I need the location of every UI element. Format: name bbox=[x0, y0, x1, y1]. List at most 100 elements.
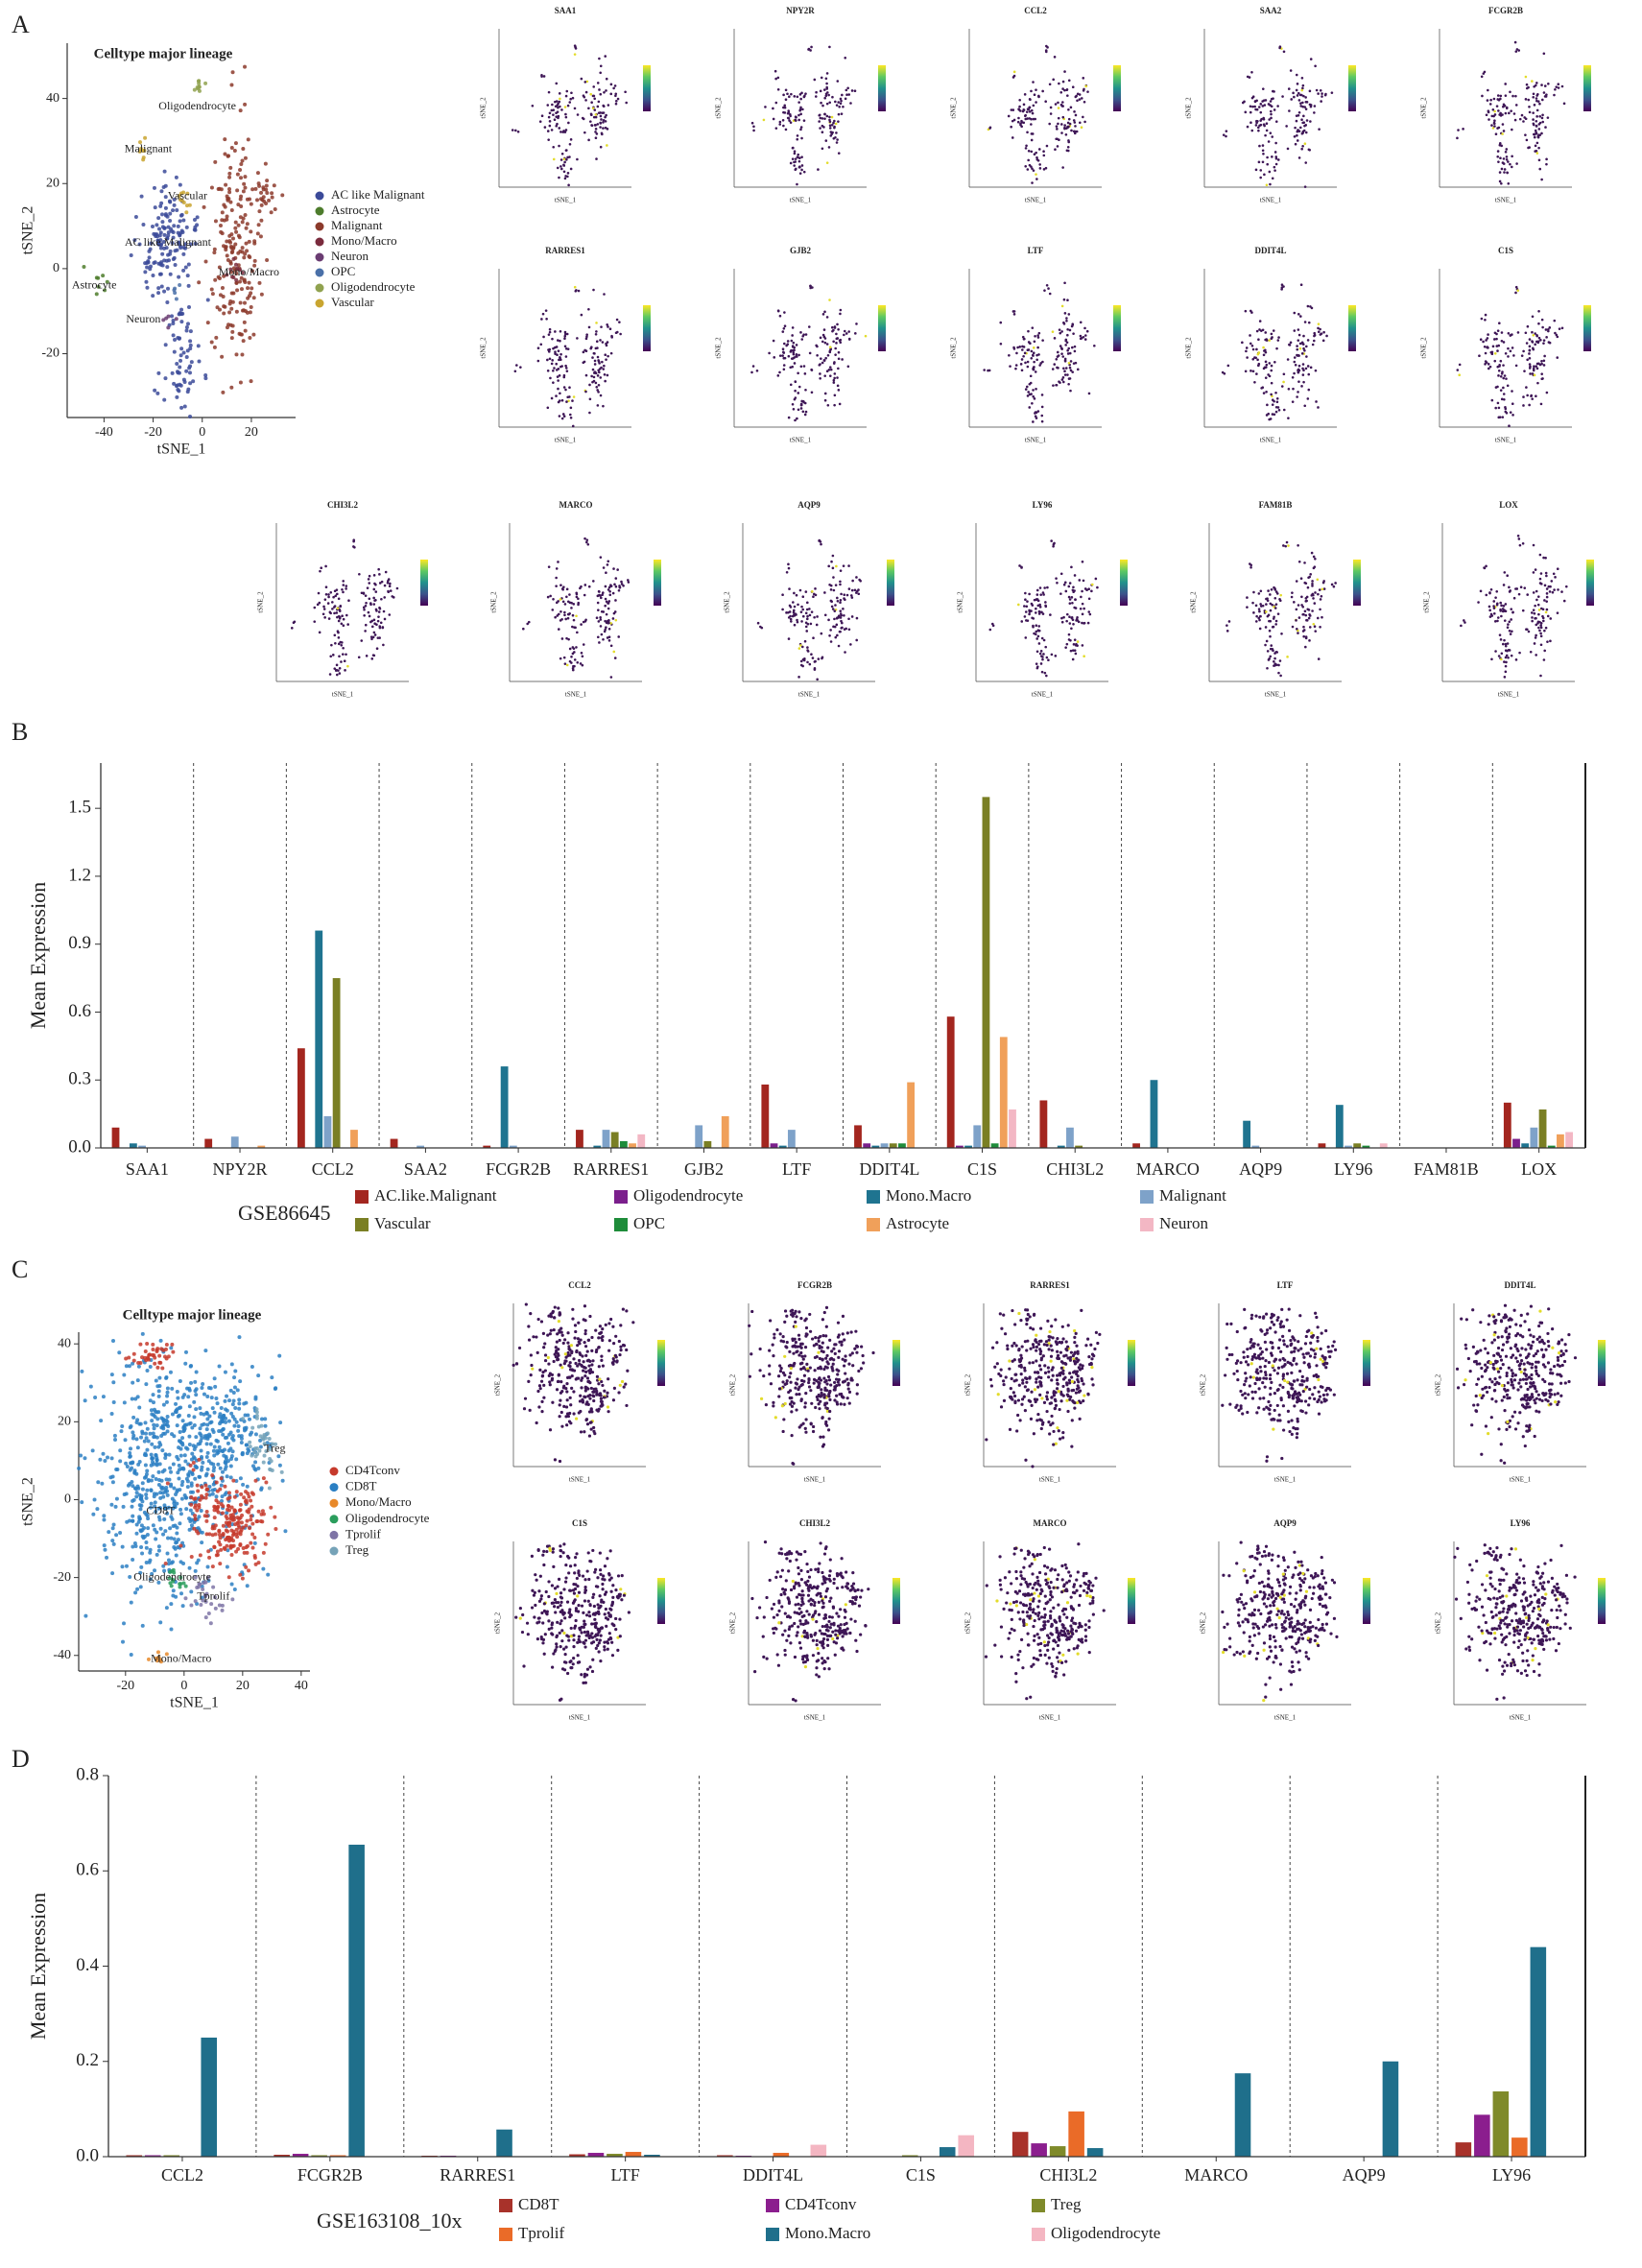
cell-point bbox=[605, 113, 607, 117]
cell-point bbox=[1078, 121, 1082, 125]
cell-point bbox=[1039, 362, 1042, 365]
cell-point bbox=[1076, 368, 1080, 371]
cell-point bbox=[151, 1393, 155, 1397]
cell-point bbox=[776, 76, 780, 80]
cell-point bbox=[1496, 401, 1500, 405]
cell-point bbox=[1059, 331, 1062, 335]
cell-point bbox=[1511, 128, 1513, 131]
cell-point bbox=[1023, 605, 1026, 608]
cell-point bbox=[1526, 358, 1529, 362]
cell-point bbox=[802, 365, 806, 368]
cell-point bbox=[1250, 129, 1254, 132]
cell-point bbox=[858, 578, 861, 582]
cell-point bbox=[204, 1471, 209, 1476]
cell-point bbox=[596, 82, 600, 84]
cell-point bbox=[1266, 597, 1269, 600]
cell-point bbox=[1293, 311, 1297, 315]
cell-point bbox=[205, 1467, 210, 1471]
cell-point bbox=[1523, 586, 1527, 589]
cell-point bbox=[511, 129, 514, 131]
feature-title: DDIT4L bbox=[1254, 246, 1286, 255]
cell-point bbox=[832, 588, 836, 592]
cell-point bbox=[1056, 366, 1059, 370]
bar bbox=[703, 1140, 712, 1148]
cell-point bbox=[161, 1402, 166, 1407]
cell-point bbox=[828, 346, 832, 349]
cell-point bbox=[144, 1436, 149, 1441]
cell-point bbox=[200, 1465, 204, 1469]
cell-point bbox=[1024, 610, 1028, 613]
cell-point bbox=[555, 362, 559, 366]
cell-point bbox=[783, 104, 787, 107]
cell-point bbox=[1261, 87, 1265, 90]
cell-point bbox=[183, 1361, 188, 1366]
cell-point bbox=[1299, 102, 1302, 105]
x-axis-label: tSNE_1 bbox=[1495, 437, 1517, 444]
y-axis-label: tSNE_2 bbox=[1420, 337, 1428, 359]
cell-point bbox=[209, 340, 214, 345]
cell-point bbox=[1510, 618, 1512, 621]
cell-point bbox=[120, 1544, 125, 1549]
cell-point bbox=[1302, 334, 1305, 338]
cell-point bbox=[230, 250, 235, 254]
cell-point bbox=[378, 573, 381, 576]
cell-point bbox=[189, 360, 194, 365]
cell-point bbox=[95, 1507, 100, 1512]
cell-point bbox=[129, 1446, 133, 1451]
cell-point bbox=[789, 366, 793, 370]
cell-point bbox=[1258, 144, 1261, 148]
cell-point bbox=[602, 368, 606, 370]
cell-point bbox=[220, 285, 225, 290]
cell-point bbox=[1266, 666, 1269, 670]
cell-point bbox=[622, 584, 625, 587]
cell-point bbox=[154, 1477, 158, 1482]
cell-point bbox=[604, 604, 607, 608]
colorbar bbox=[1583, 305, 1591, 351]
cell-point bbox=[1296, 395, 1298, 398]
cell-point bbox=[122, 1400, 127, 1405]
cell-point bbox=[833, 609, 837, 612]
bar bbox=[637, 1134, 646, 1148]
cell-point bbox=[1489, 98, 1492, 102]
cell-point bbox=[124, 1461, 129, 1466]
cell-point bbox=[1528, 105, 1531, 108]
colorbar bbox=[887, 560, 894, 606]
cell-point bbox=[1061, 376, 1065, 379]
cell-point bbox=[837, 367, 840, 370]
cell-point bbox=[212, 1516, 217, 1520]
cell-point bbox=[118, 1459, 123, 1464]
cell-point bbox=[1082, 89, 1085, 92]
cell-point bbox=[232, 1508, 237, 1513]
cell-point bbox=[368, 574, 371, 578]
bar bbox=[1132, 1143, 1140, 1148]
cell-point bbox=[1073, 131, 1077, 135]
cell-point bbox=[820, 542, 822, 546]
cell-point bbox=[572, 395, 576, 398]
cell-point bbox=[231, 1438, 236, 1443]
cell-point bbox=[1523, 370, 1526, 372]
cell-point bbox=[829, 640, 833, 643]
cell-point bbox=[791, 334, 794, 337]
cell-point bbox=[1258, 328, 1261, 331]
cell-point bbox=[1535, 152, 1539, 155]
cell-point bbox=[1061, 101, 1064, 104]
cell-point bbox=[560, 637, 564, 640]
cell-point bbox=[178, 219, 182, 224]
cell-point bbox=[1321, 587, 1324, 591]
cell-point bbox=[343, 659, 346, 662]
cell-point bbox=[245, 1509, 250, 1514]
cell-point bbox=[787, 637, 791, 640]
cell-point bbox=[247, 1448, 251, 1453]
cell-point bbox=[1534, 636, 1537, 639]
cell-point bbox=[1507, 346, 1510, 350]
cell-point bbox=[1517, 592, 1521, 596]
cell-point bbox=[188, 1364, 193, 1369]
cell-point bbox=[327, 595, 330, 599]
cell-point bbox=[1295, 580, 1298, 583]
cell-point bbox=[1545, 157, 1548, 161]
cell-point bbox=[163, 1529, 168, 1534]
cell-point bbox=[152, 1422, 156, 1427]
cell-point bbox=[164, 1343, 169, 1348]
cell-point bbox=[1297, 339, 1300, 342]
cell-point bbox=[195, 215, 200, 220]
